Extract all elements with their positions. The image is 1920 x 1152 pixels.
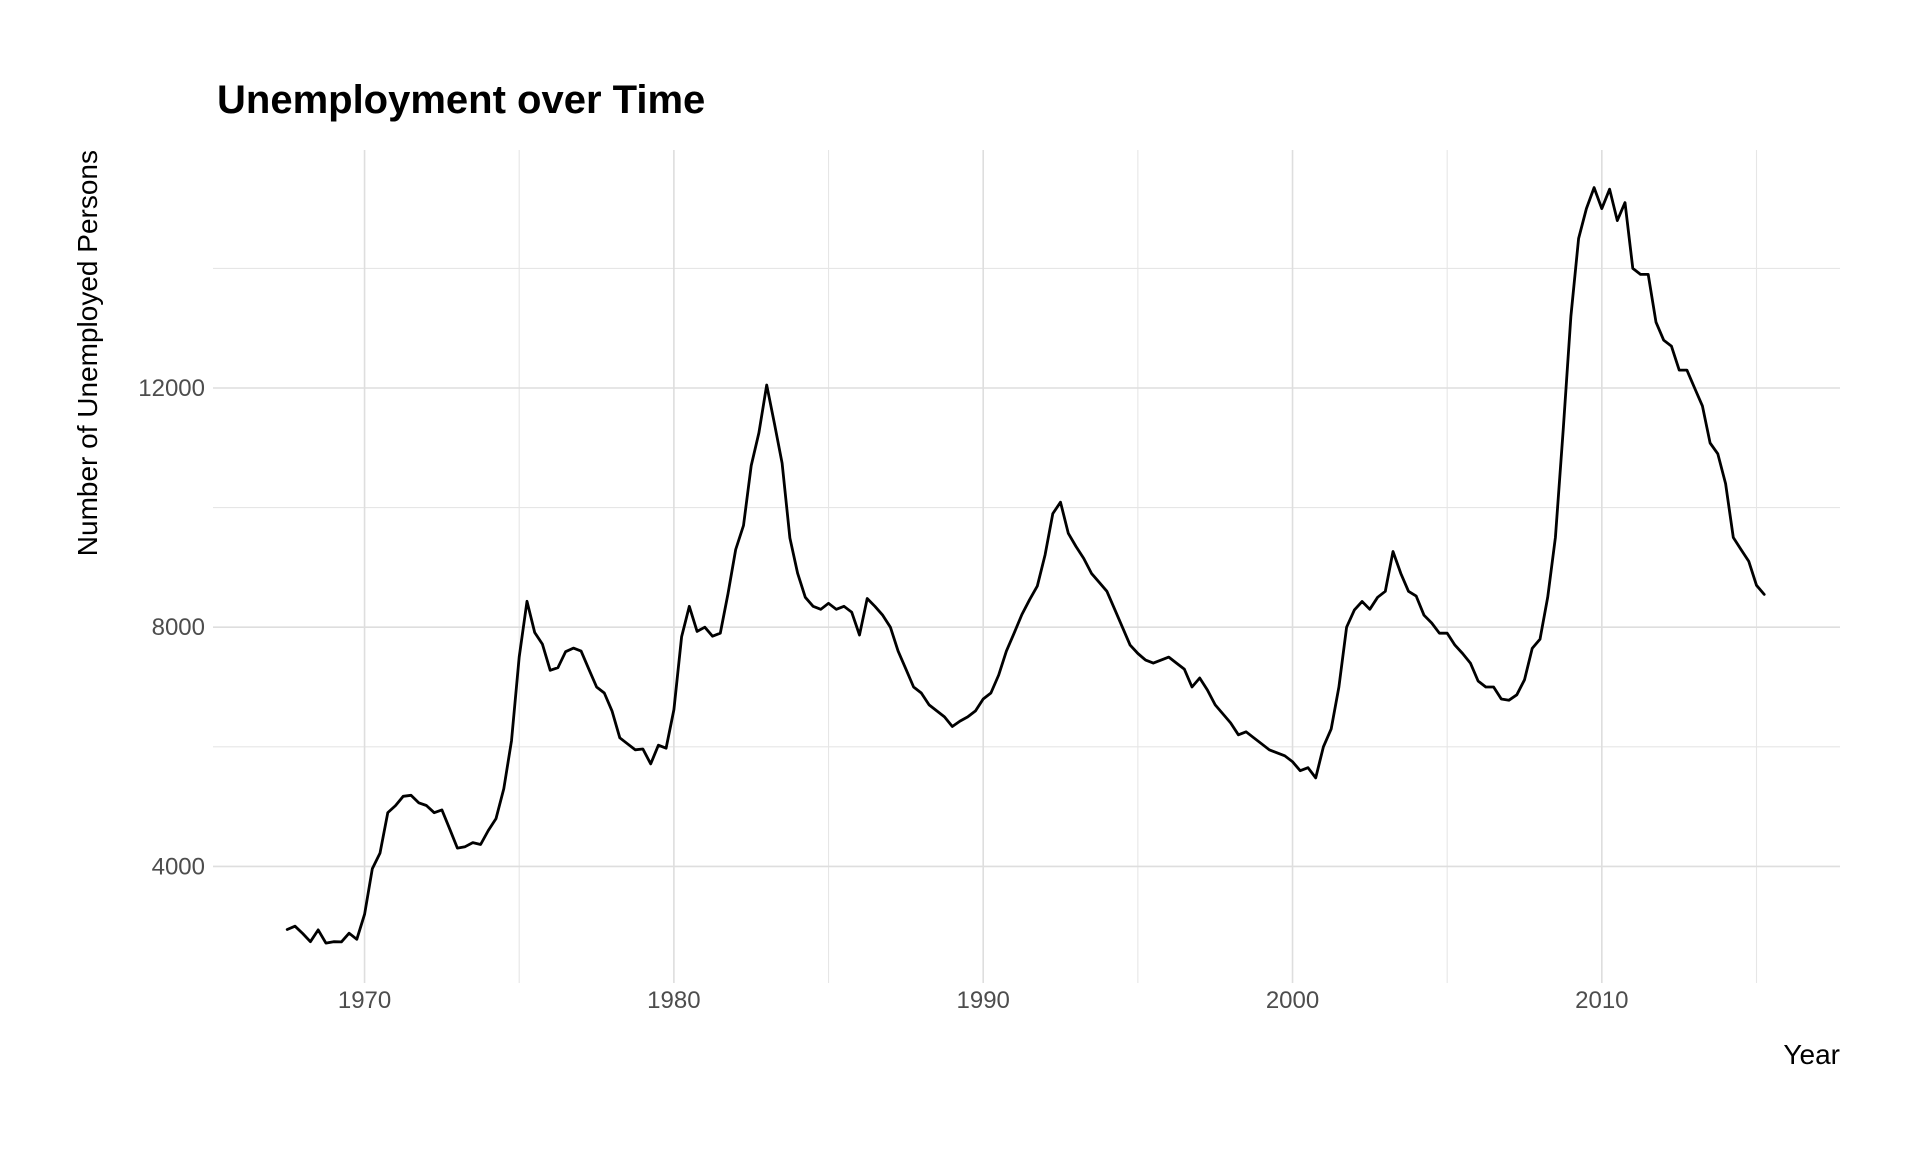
x-tick-label-2000: 2000 (1266, 987, 1319, 1014)
x-tick-label-1970: 1970 (338, 987, 391, 1014)
y-tick-label-4000: 4000 (152, 853, 205, 880)
y-tick-label-8000: 8000 (152, 614, 205, 641)
grid-major-lines (213, 150, 1840, 983)
x-tick-label-1990: 1990 (957, 987, 1010, 1014)
x-tick-label-1980: 1980 (647, 987, 700, 1014)
y-axis-title: Number of Unemployed Persons (72, 150, 103, 556)
x-tick-label-2010: 2010 (1575, 987, 1628, 1014)
y-axis-tick-labels: 4000 8000 12000 (138, 375, 205, 880)
y-tick-label-12000: 12000 (138, 375, 205, 402)
chart-title: Unemployment over Time (217, 78, 705, 122)
unemployment-series-line (285, 186, 1766, 945)
x-axis-tick-labels: 1970 1980 1990 2000 2010 (338, 987, 1629, 1014)
grid-minor-lines (213, 150, 1840, 983)
x-axis-title: Year (1783, 1039, 1840, 1070)
